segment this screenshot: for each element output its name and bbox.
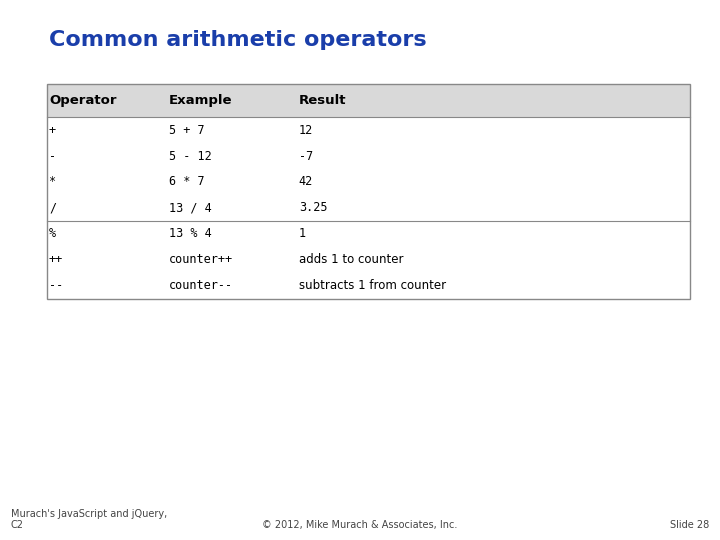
- Text: Example: Example: [169, 94, 233, 107]
- Text: Murach's JavaScript and jQuery,
C2: Murach's JavaScript and jQuery, C2: [11, 509, 167, 530]
- Text: Slide 28: Slide 28: [670, 520, 709, 530]
- Text: --: --: [49, 279, 63, 292]
- Text: counter++: counter++: [169, 253, 233, 266]
- Text: 5 + 7: 5 + 7: [169, 124, 204, 137]
- Text: +: +: [49, 124, 56, 137]
- Text: 42: 42: [299, 176, 313, 188]
- Text: /: /: [49, 201, 56, 214]
- Text: Common arithmetic operators: Common arithmetic operators: [49, 30, 426, 50]
- Text: Operator: Operator: [49, 94, 117, 107]
- Text: -: -: [49, 150, 56, 163]
- Text: ++: ++: [49, 253, 63, 266]
- Text: -7: -7: [299, 150, 313, 163]
- Text: %: %: [49, 227, 56, 240]
- Bar: [47, 84, 690, 117]
- Text: Result: Result: [299, 94, 346, 107]
- Text: 12: 12: [299, 124, 313, 137]
- Text: 6 * 7: 6 * 7: [169, 176, 204, 188]
- Text: subtracts 1 from counter: subtracts 1 from counter: [299, 279, 446, 292]
- Text: © 2012, Mike Murach & Associates, Inc.: © 2012, Mike Murach & Associates, Inc.: [262, 520, 458, 530]
- Text: 5 - 12: 5 - 12: [169, 150, 212, 163]
- Text: 13 / 4: 13 / 4: [169, 201, 212, 214]
- Text: 13 % 4: 13 % 4: [169, 227, 212, 240]
- Text: 3.25: 3.25: [299, 201, 328, 214]
- Text: 1: 1: [299, 227, 306, 240]
- Text: counter--: counter--: [169, 279, 233, 292]
- Text: adds 1 to counter: adds 1 to counter: [299, 253, 403, 266]
- Text: *: *: [49, 176, 56, 188]
